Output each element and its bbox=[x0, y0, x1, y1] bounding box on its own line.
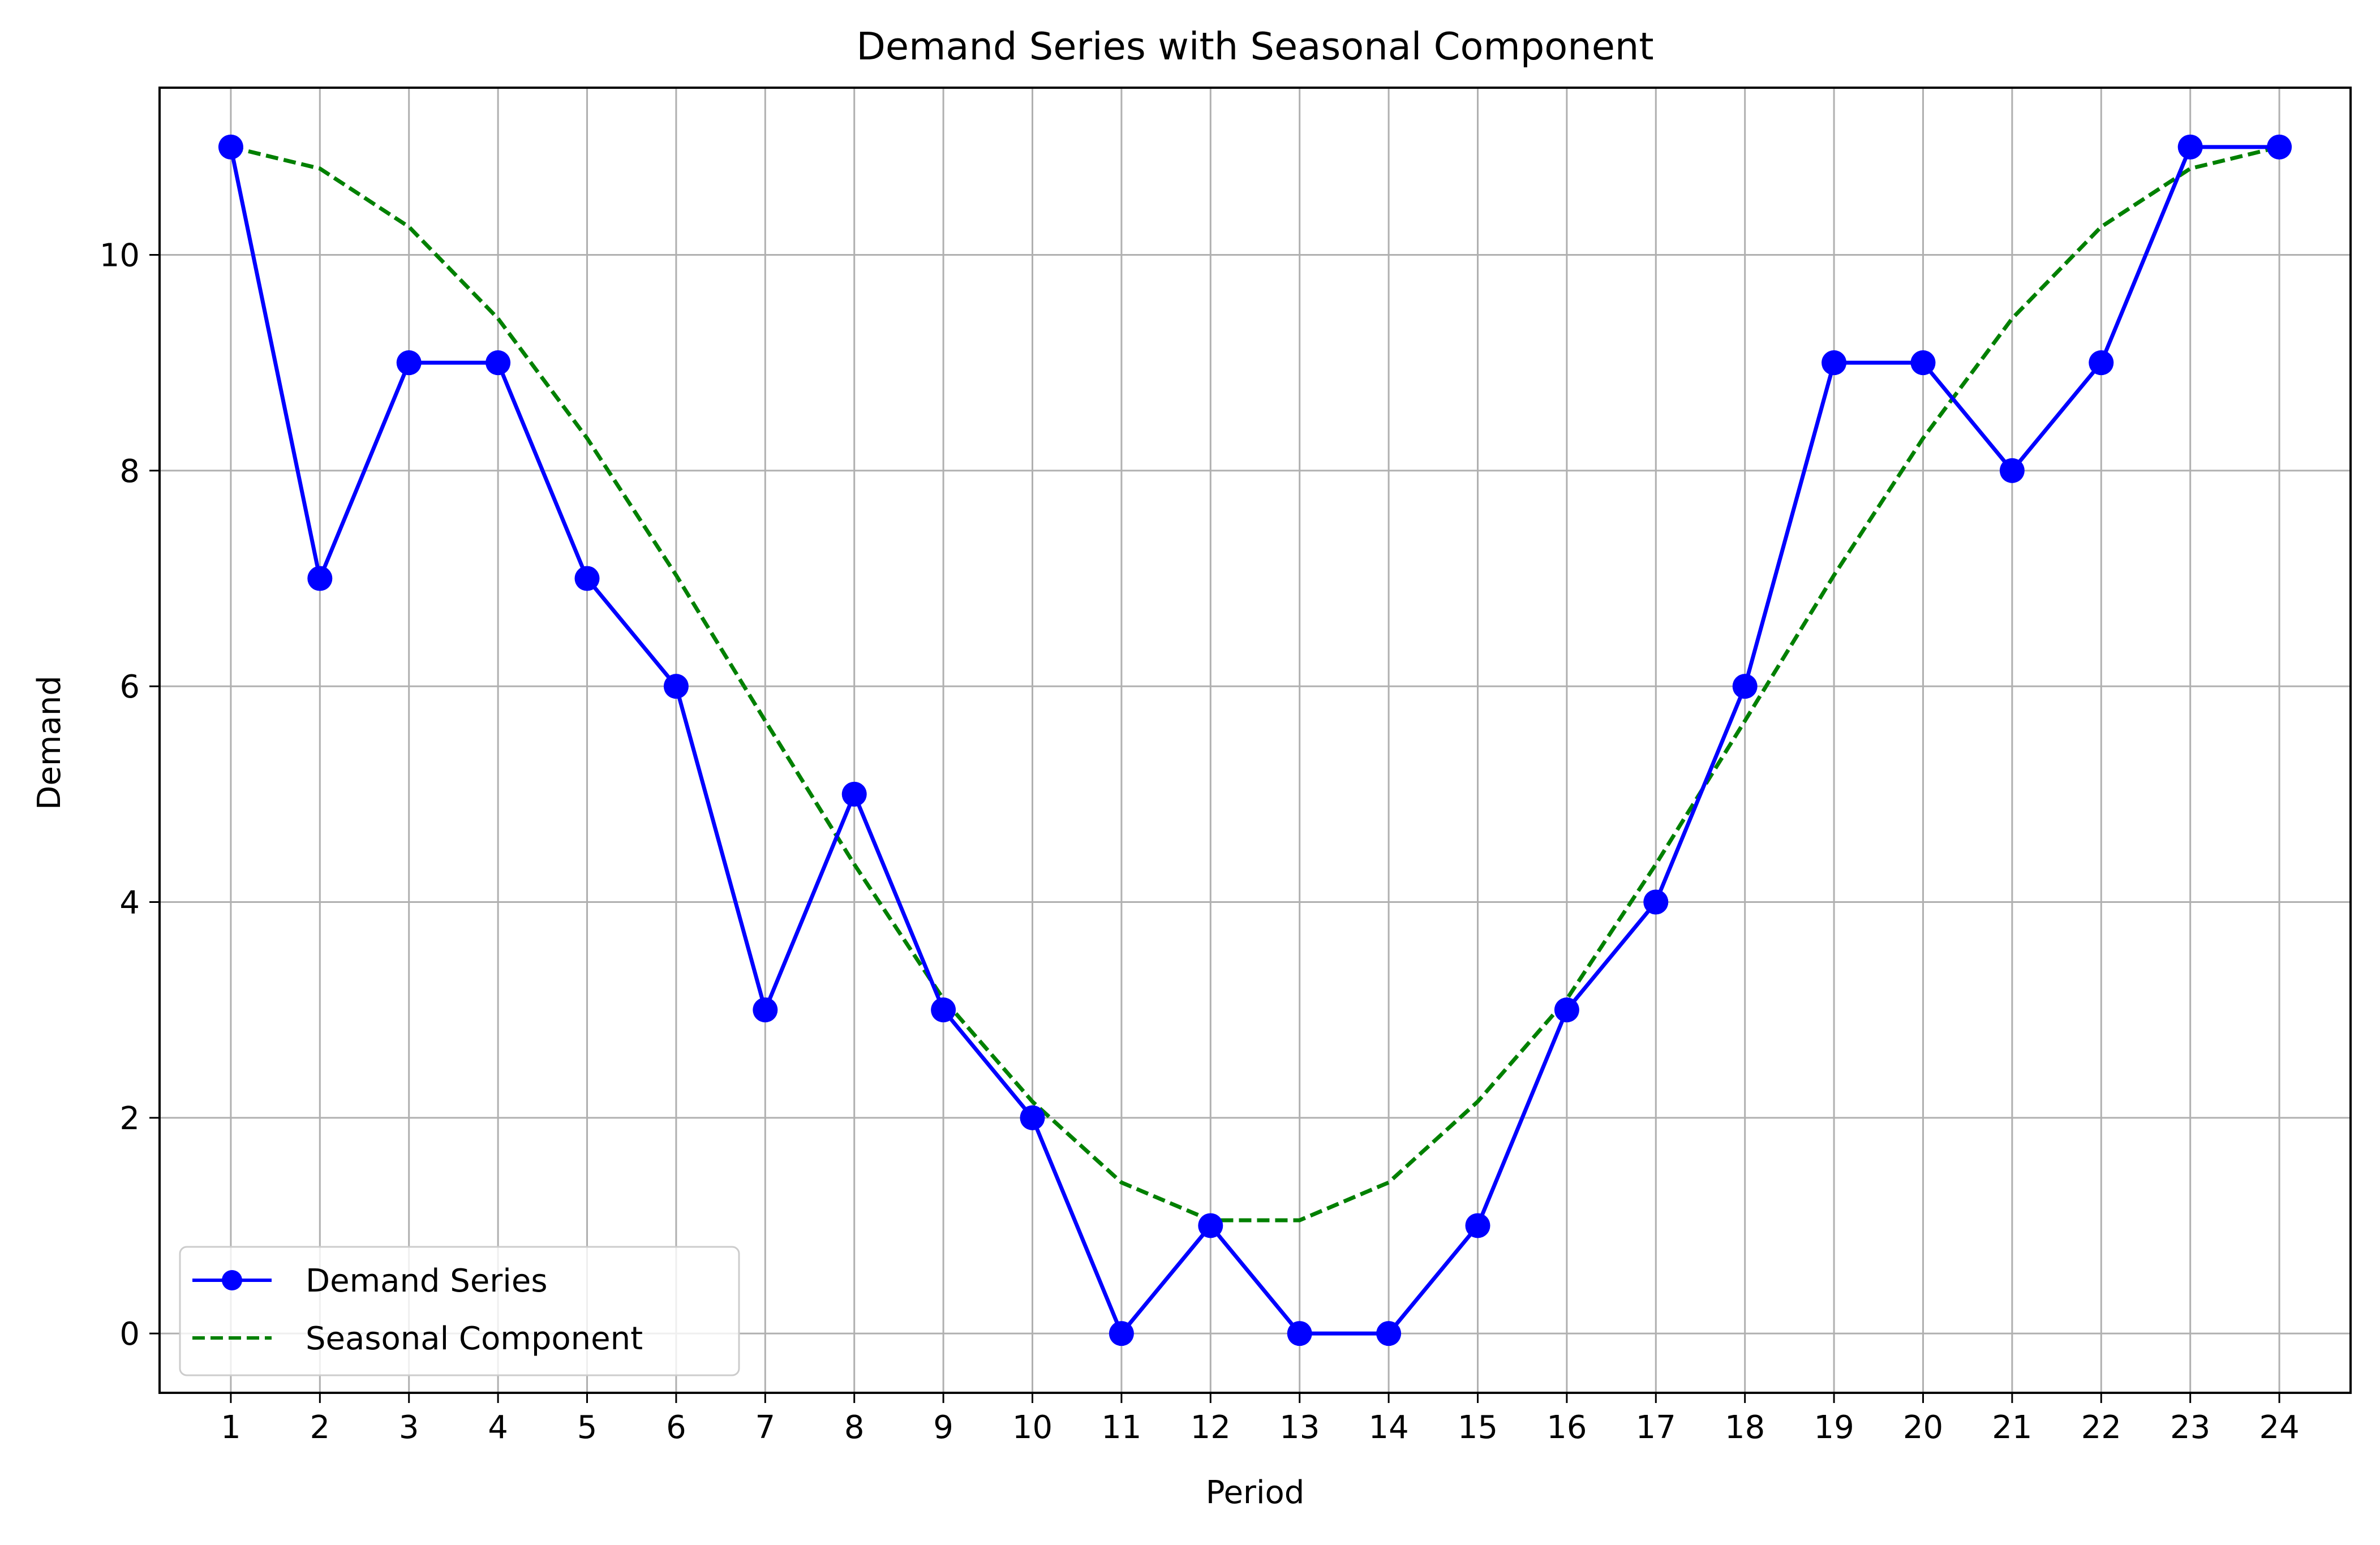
y-tick-label: 4 bbox=[119, 884, 140, 921]
x-tick-label: 15 bbox=[1458, 1409, 1498, 1446]
data-point-demand-series bbox=[1376, 1321, 1402, 1346]
data-point-demand-series bbox=[1732, 674, 1758, 699]
legend-label-demand-series: Demand Series bbox=[306, 1263, 548, 1299]
data-point-demand-series bbox=[1287, 1321, 1312, 1346]
x-tick-label: 17 bbox=[1636, 1409, 1676, 1446]
x-tick-label: 10 bbox=[1012, 1409, 1052, 1446]
x-tick-label: 19 bbox=[1814, 1409, 1854, 1446]
y-tick-label: 6 bbox=[119, 669, 140, 705]
x-tick-label: 13 bbox=[1279, 1409, 1320, 1446]
x-tick-label: 6 bbox=[666, 1409, 686, 1446]
y-tick-label: 2 bbox=[119, 1100, 140, 1137]
x-tick-label: 4 bbox=[488, 1409, 508, 1446]
x-tick-label: 3 bbox=[399, 1409, 419, 1446]
grid-layer bbox=[160, 88, 2351, 1393]
data-point-demand-series bbox=[1020, 1105, 1045, 1130]
legend-frame bbox=[179, 1246, 740, 1376]
data-point-demand-series bbox=[931, 997, 956, 1023]
data-point-demand-series bbox=[1465, 1213, 1490, 1238]
data-point-demand-series bbox=[663, 674, 689, 699]
y-tick-label: 0 bbox=[119, 1316, 140, 1353]
data-point-demand-series bbox=[1999, 458, 2025, 483]
x-tick-label: 1 bbox=[221, 1409, 241, 1446]
data-point-demand-series bbox=[1821, 350, 1847, 376]
tick-layer: 1 2 3 4 5 6 7 8 9 10 11 12 13 14 15 16 17 18 19 20 21 22 23 240… bbox=[100, 238, 2300, 1446]
x-tick-label: 9 bbox=[933, 1409, 953, 1446]
x-tick-label: 21 bbox=[1992, 1409, 2032, 1446]
x-tick-label: 14 bbox=[1368, 1409, 1408, 1446]
data-point-demand-series bbox=[574, 566, 600, 591]
chart-title: Demand Series with Seasonal Component bbox=[856, 24, 1653, 68]
x-tick-label: 16 bbox=[1546, 1409, 1587, 1446]
x-tick-label: 8 bbox=[844, 1409, 865, 1446]
y-tick-label: 8 bbox=[119, 453, 140, 490]
x-axis-label: Period bbox=[1206, 1474, 1305, 1511]
x-tick-label: 11 bbox=[1101, 1409, 1141, 1446]
data-point-demand-series bbox=[2267, 134, 2292, 160]
data-point-demand-series bbox=[753, 997, 778, 1023]
data-point-demand-series bbox=[218, 134, 243, 160]
x-tick-label: 2 bbox=[310, 1409, 330, 1446]
x-tick-label: 12 bbox=[1191, 1409, 1231, 1446]
x-tick-label: 22 bbox=[2081, 1409, 2121, 1446]
y-axis-label: Demand bbox=[31, 675, 68, 810]
data-point-demand-series bbox=[396, 350, 422, 376]
x-tick-label: 7 bbox=[755, 1409, 775, 1446]
series-line-demand-series bbox=[229, 145, 2280, 1336]
series-layer bbox=[218, 134, 2292, 1346]
y-tick-label: 10 bbox=[100, 238, 140, 274]
legend-marker-demand-series bbox=[222, 1270, 242, 1290]
plot-frame bbox=[158, 87, 2352, 1394]
data-point-demand-series bbox=[486, 350, 511, 376]
x-tick-label: 23 bbox=[2170, 1409, 2210, 1446]
data-point-demand-series bbox=[1109, 1321, 1134, 1346]
data-point-demand-series bbox=[841, 781, 867, 807]
x-tick-label: 24 bbox=[2259, 1409, 2299, 1446]
data-point-demand-series bbox=[1198, 1213, 1223, 1238]
x-tick-label: 20 bbox=[1903, 1409, 1943, 1446]
data-point-demand-series bbox=[1554, 997, 1579, 1023]
x-tick-label: 5 bbox=[577, 1409, 598, 1446]
data-point-demand-series bbox=[1910, 350, 1936, 376]
data-point-demand-series bbox=[307, 566, 333, 591]
legend: Demand Series Seasonal Component bbox=[179, 1246, 740, 1376]
data-point-demand-series bbox=[2089, 350, 2114, 376]
x-tick-label: 18 bbox=[1725, 1409, 1765, 1446]
data-point-demand-series bbox=[1643, 889, 1669, 915]
legend-label-seasonal-component: Seasonal Component bbox=[306, 1320, 643, 1357]
data-point-demand-series bbox=[2177, 134, 2203, 160]
